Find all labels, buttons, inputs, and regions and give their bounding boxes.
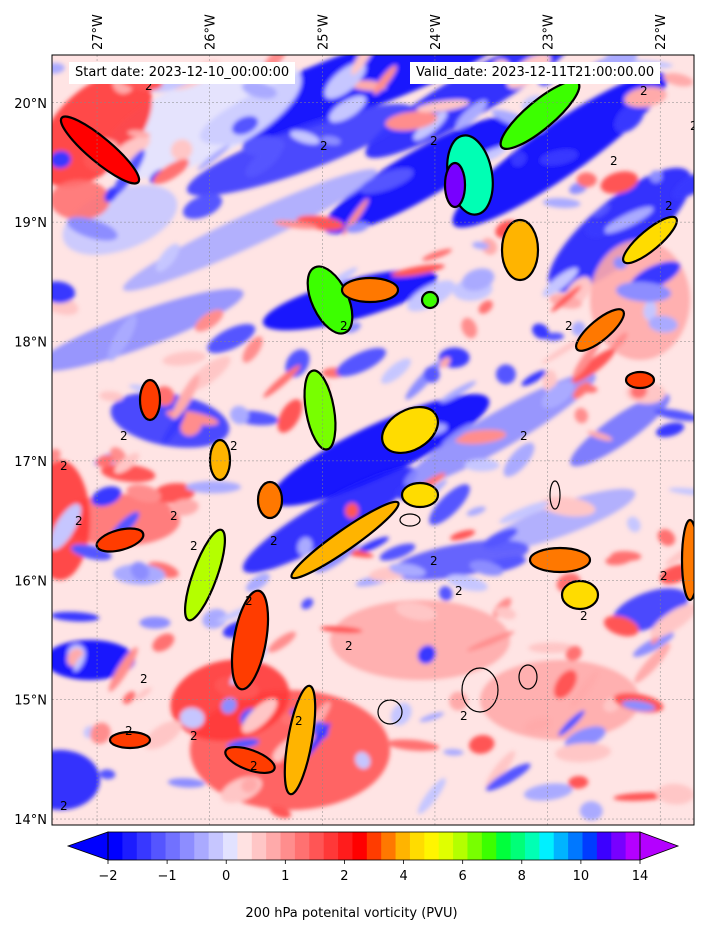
- colorbar-swatch: [381, 832, 397, 860]
- contour-label: 2: [455, 584, 463, 598]
- colorbar-swatch: [223, 832, 239, 860]
- colorbar-swatch: [280, 832, 296, 860]
- contour-label: 2: [60, 459, 68, 473]
- y-tick-label: 17°N: [14, 455, 47, 470]
- colorbar-tick-label: 8: [518, 869, 526, 884]
- contour-label: 2: [125, 724, 133, 738]
- contour-label: 2: [120, 429, 128, 443]
- colorbar-swatch: [179, 832, 195, 860]
- contour-label: 2: [665, 199, 673, 213]
- colorbar-swatch: [237, 832, 253, 860]
- contour-label: 2: [145, 79, 153, 93]
- contour-label: 2: [295, 714, 303, 728]
- y-tick-label: 15°N: [14, 694, 47, 709]
- valid-date-label: Valid_date: 2023-12-11T21:00:00.00: [410, 62, 661, 84]
- colorbar-extend-high: [639, 831, 680, 861]
- colorbar-tick-label: −2: [98, 869, 117, 884]
- colorbar-swatch: [294, 832, 310, 860]
- contour-label: 2: [430, 554, 438, 568]
- colorbar-label: 200 hPa potenital vorticity (PVU): [245, 906, 458, 921]
- colorbar-swatch: [165, 832, 181, 860]
- y-tick-label: 14°N: [14, 813, 47, 828]
- contour-label: 2: [270, 534, 278, 548]
- start-date-label: Start date: 2023-12-10_00:00:00: [69, 62, 296, 84]
- colorbar-swatch: [309, 832, 325, 860]
- colorbar-swatch: [553, 832, 569, 860]
- x-tick-label: 22°W: [654, 14, 669, 50]
- colorbar-tick-label: 2: [340, 869, 348, 884]
- contour-label: 2: [345, 639, 353, 653]
- y-tick-label: 18°N: [14, 336, 47, 351]
- contour-label: 2: [660, 569, 668, 583]
- colorbar-tick-label: 1: [281, 869, 289, 884]
- contour-label: 2: [565, 319, 573, 333]
- contour-label: 2: [245, 594, 253, 608]
- colorbar-swatch: [453, 832, 469, 860]
- y-tick-label: 19°N: [14, 216, 47, 231]
- contour-label: 2: [460, 709, 468, 723]
- contour-label: 2: [520, 429, 528, 443]
- colorbar-swatch: [208, 832, 224, 860]
- colorbar-swatch: [352, 832, 368, 860]
- colorbar-swatch: [151, 832, 167, 860]
- map-frame: [51, 54, 695, 826]
- colorbar-swatch: [424, 832, 440, 860]
- colorbar-swatch: [122, 832, 138, 860]
- colorbar: [66, 831, 680, 861]
- contour-label: 2: [170, 509, 178, 523]
- colorbar-tick-label: 6: [459, 869, 467, 884]
- colorbar-swatch: [395, 832, 411, 860]
- colorbar-swatch: [582, 832, 598, 860]
- colorbar-tick-label: 4: [399, 869, 407, 884]
- colorbar-swatch: [323, 832, 339, 860]
- contour-label: 2: [430, 134, 438, 148]
- colorbar-swatch: [194, 832, 210, 860]
- colorbar-swatch: [510, 832, 526, 860]
- contour-label: 2: [250, 759, 258, 773]
- colorbar-swatch: [108, 832, 123, 860]
- x-tick-label: 27°W: [91, 14, 106, 50]
- colorbar-swatch: [409, 832, 425, 860]
- colorbar-swatch: [568, 832, 584, 860]
- contour-label: 2: [190, 729, 198, 743]
- contour-label: 2: [60, 799, 68, 813]
- contour-label: 2: [690, 119, 698, 133]
- colorbar-swatch: [366, 832, 382, 860]
- colorbar-swatch: [438, 832, 454, 860]
- contour-label: 2: [580, 609, 588, 623]
- colorbar-swatch: [524, 832, 540, 860]
- y-tick-label: 20°N: [14, 97, 47, 112]
- colorbar-swatch: [481, 832, 497, 860]
- vorticity-map: 2 2 2 2 2 2 2 2 2 2 2 2 2 2 2 2 2 2 2 2 2 2 2 2 2 2 2 2 2 2: [52, 55, 698, 825]
- colorbar-swatch: [467, 832, 483, 860]
- colorbar-swatch: [611, 832, 627, 860]
- x-tick-label: 23°W: [542, 14, 557, 50]
- x-tick-label: 25°W: [316, 14, 331, 50]
- colorbar-swatch: [496, 832, 512, 860]
- x-tick-label: 26°W: [204, 14, 219, 50]
- contour-label: 2: [75, 514, 83, 528]
- contour-label: 2: [140, 672, 148, 686]
- colorbar-tick-label: 14: [632, 869, 649, 884]
- y-tick-label: 16°N: [14, 574, 47, 589]
- colorbar-swatch: [625, 832, 641, 860]
- colorbar-swatch: [338, 832, 354, 860]
- contour-label: 2: [610, 154, 618, 168]
- contour-label: 2: [190, 539, 198, 553]
- colorbar-swatch: [539, 832, 555, 860]
- x-tick-label: 24°W: [429, 14, 444, 50]
- colorbar-tick-label: 10: [573, 869, 590, 884]
- colorbar-tick-label: 0: [222, 869, 230, 884]
- contour-label: 2: [230, 439, 238, 453]
- colorbar-swatch: [596, 832, 612, 860]
- colorbar-swatch: [136, 832, 152, 860]
- colorbar-tick-label: −1: [158, 869, 177, 884]
- contour-label: 2: [640, 84, 648, 98]
- contour-label: 2: [340, 319, 348, 333]
- colorbar-swatch: [266, 832, 282, 860]
- colorbar-swatch: [251, 832, 267, 860]
- contour-label: 2: [320, 139, 328, 153]
- colorbar-extend-low: [66, 831, 109, 861]
